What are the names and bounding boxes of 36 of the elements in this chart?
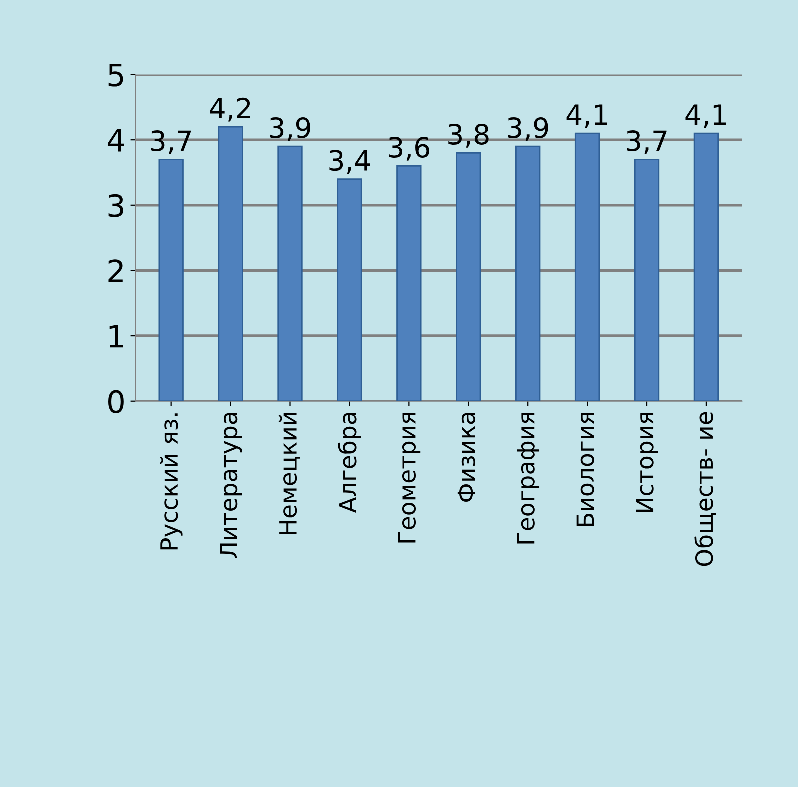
x-tick-label: Русский яз. (160, 414, 183, 550)
data-label: 3,6 (389, 137, 430, 161)
data-label: 3,9 (508, 117, 548, 142)
bar (337, 178, 362, 402)
y-tick-label: 3 (108, 194, 124, 218)
y-tick-label: 5 (108, 64, 124, 87)
bar (218, 126, 244, 402)
data-label: 4,1 (566, 104, 608, 128)
x-tick-label: Немецкий (278, 413, 300, 534)
y-tick-label: 2 (108, 260, 123, 282)
y-tick-label: 4 (108, 129, 124, 152)
bar (158, 158, 184, 402)
data-label: 4,1 (686, 104, 726, 128)
bar (634, 158, 660, 402)
data-label: 3,4 (330, 150, 370, 174)
y-tick-label: 0 (108, 390, 124, 414)
data-label: 4,2 (210, 98, 250, 122)
bar (694, 132, 720, 402)
bar (516, 146, 541, 402)
data-label: 3,9 (270, 117, 310, 142)
data-label: 3,7 (151, 130, 192, 154)
x-tick-label: География (517, 413, 540, 544)
x-tick-label: Геометрия (398, 413, 421, 543)
x-tick-label: Обществ- ие (694, 412, 716, 566)
y-tick-label: 1 (110, 325, 124, 348)
x-tick-label: Алгебра (338, 413, 362, 514)
data-label: 3,7 (627, 130, 667, 154)
data-label: 3,8 (448, 124, 489, 148)
bar (396, 166, 422, 402)
x-tick-label: Литература (220, 413, 242, 558)
x-tick-label: Физика (458, 413, 476, 502)
x-tick-label: Биология (576, 413, 594, 526)
bar (574, 132, 600, 402)
x-tick-label: История (636, 413, 658, 512)
bar (278, 146, 303, 402)
bar (456, 152, 482, 402)
